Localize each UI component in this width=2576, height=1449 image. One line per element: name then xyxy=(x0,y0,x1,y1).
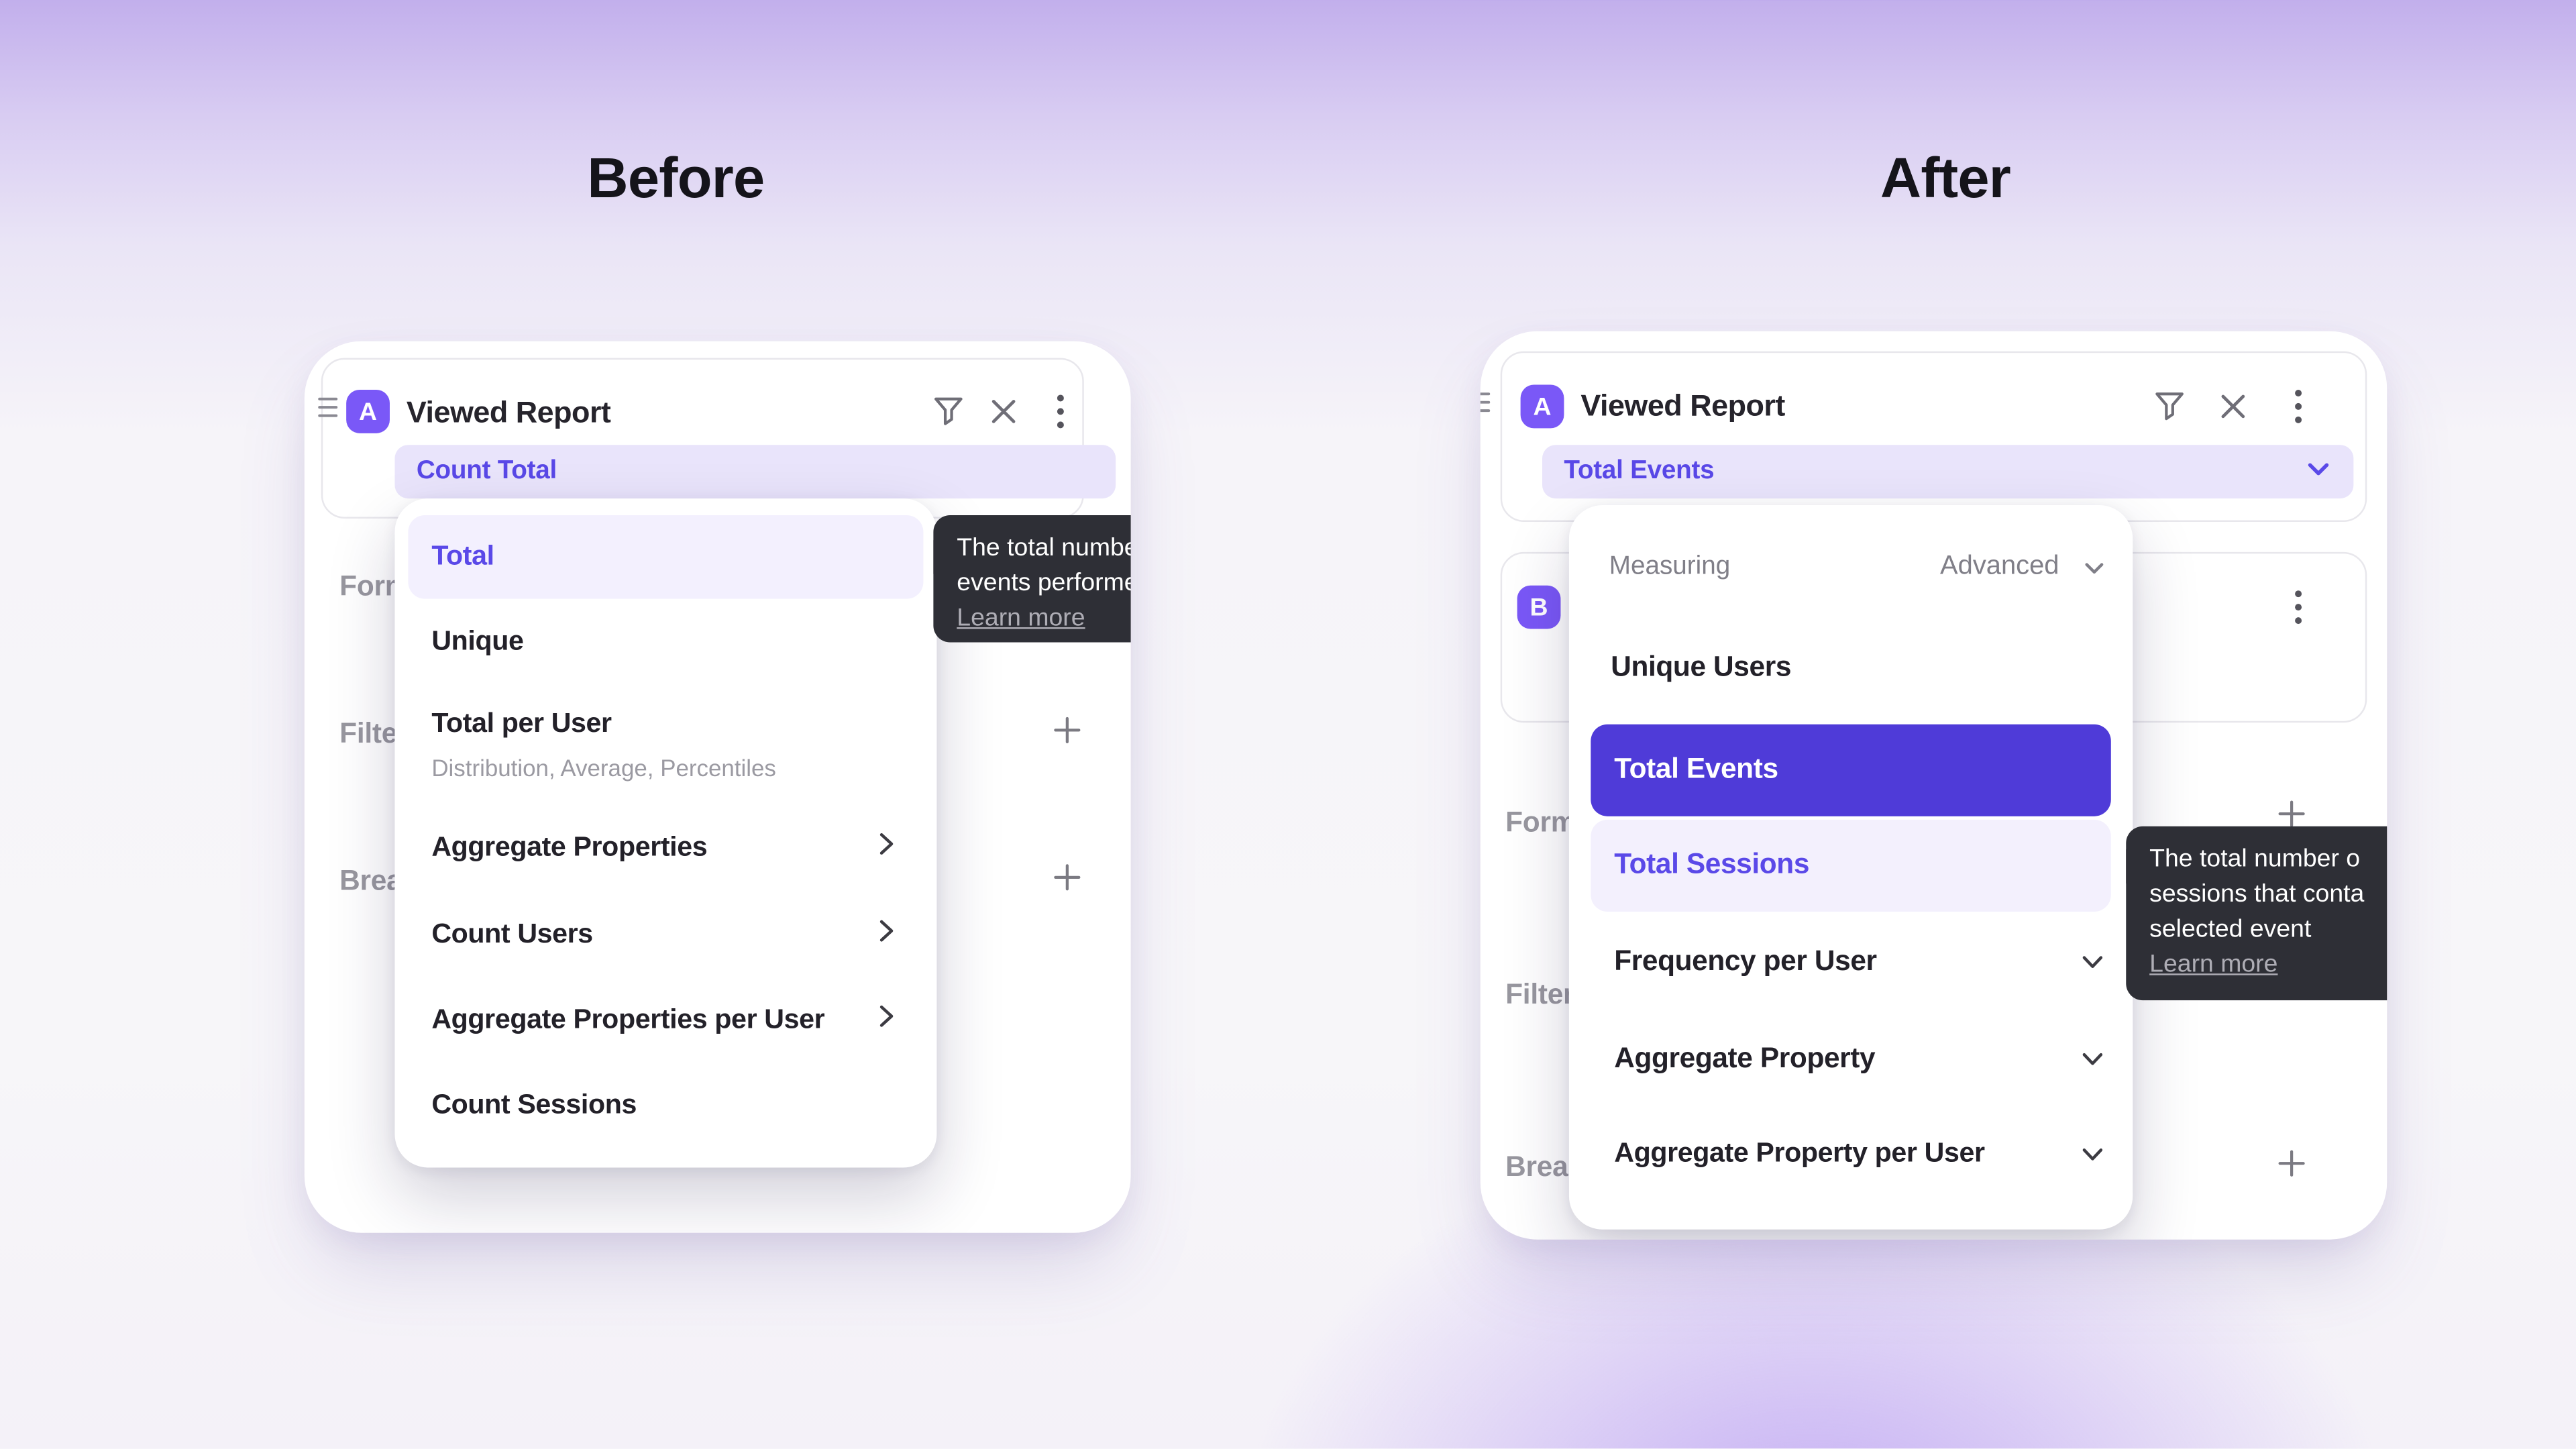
chevron-down-icon xyxy=(2084,553,2104,584)
tooltip-text-line: sessions that conta xyxy=(2149,879,2365,908)
add-formula-button[interactable] xyxy=(2275,797,2308,839)
chevron-down-icon xyxy=(2308,463,2329,476)
measuring-menu: Measuring Advanced Unique Users Total Ev… xyxy=(1568,505,2133,1230)
tooltip-text-line: selected event xyxy=(2149,914,2312,944)
event-badge-a: A xyxy=(1520,384,1564,429)
tooltip-arrow xyxy=(2126,848,2128,885)
menu-item-selected-bg xyxy=(1591,724,2111,816)
menu-item-count-sessions[interactable]: Count Sessions xyxy=(431,1089,637,1120)
total-tooltip: The total number events performed Learn … xyxy=(933,515,1131,643)
before-card: Formula Filter Breakdown A Viewed Report… xyxy=(304,341,1131,1233)
measurement-pill-label: Total Events xyxy=(1564,456,1715,486)
measurement-pill-label: Count Total xyxy=(416,456,557,486)
event-badge-a: A xyxy=(346,389,390,433)
event-title: Viewed Report xyxy=(406,395,611,429)
add-breakdown-button[interactable] xyxy=(2275,1146,2308,1188)
menu-item-aggregate-properties[interactable]: Aggregate Properties xyxy=(431,832,708,863)
kebab-menu-icon[interactable] xyxy=(2294,589,2304,626)
measuring-label: Measuring xyxy=(1609,551,1731,581)
kebab-menu-icon[interactable] xyxy=(1055,393,1065,430)
event-badge-b: B xyxy=(1517,585,1561,629)
menu-item-highlight xyxy=(408,515,924,599)
add-filter-button[interactable] xyxy=(1051,713,1084,755)
close-icon[interactable] xyxy=(990,398,1017,425)
learn-more-link[interactable]: Learn more xyxy=(957,604,1085,633)
learn-more-link[interactable]: Learn more xyxy=(2149,950,2278,979)
chevron-right-icon xyxy=(879,1004,894,1036)
close-icon[interactable] xyxy=(2220,393,2247,420)
after-card: Formula Filter Breakdown A Viewed Report… xyxy=(1480,331,2387,1240)
chevron-right-icon xyxy=(879,919,894,951)
menu-item-total-events[interactable]: Total Events xyxy=(1614,753,1778,785)
menu-item-total[interactable]: Total xyxy=(431,541,494,572)
chevron-down-icon xyxy=(2082,949,2103,979)
add-breakdown-button[interactable] xyxy=(1051,861,1084,902)
drag-handle-icon[interactable] xyxy=(1480,390,1491,422)
filter-funnel-icon[interactable] xyxy=(2153,390,2186,423)
tooltip-text-line: The total number xyxy=(957,533,1131,562)
measurement-menu: Total Unique Total per User Distribution… xyxy=(394,498,937,1168)
filter-funnel-icon[interactable] xyxy=(932,394,965,428)
kebab-menu-icon[interactable] xyxy=(2294,388,2304,425)
chevron-down-icon xyxy=(2082,1141,2103,1171)
menu-item-unique-users[interactable]: Unique Users xyxy=(1611,650,1792,683)
menu-item-aggregate-property[interactable]: Aggregate Property xyxy=(1614,1042,1876,1074)
measurement-pill[interactable]: Count Total xyxy=(394,445,1116,499)
menu-item-frequency-per-user[interactable]: Frequency per User xyxy=(1614,945,1877,977)
menu-item-total-per-user[interactable]: Total per User xyxy=(431,708,612,739)
total-sessions-tooltip: The total number o sessions that conta s… xyxy=(2126,826,2387,1001)
section-label-filter: Filter xyxy=(1505,978,1574,1011)
tooltip-text-line: events performed xyxy=(957,568,1130,598)
drag-handle-icon[interactable] xyxy=(318,396,338,427)
menu-item-total-sessions[interactable]: Total Sessions xyxy=(1614,848,1810,880)
after-heading: After xyxy=(1880,147,2011,211)
menu-item-sublabel: Distribution, Average, Percentiles xyxy=(431,754,776,782)
menu-item-aggregate-property-per-user[interactable]: Aggregate Property per User xyxy=(1614,1138,1985,1169)
chevron-right-icon xyxy=(879,833,894,864)
measurement-pill[interactable]: Total Events xyxy=(1542,445,2354,499)
event-title: Viewed Report xyxy=(1580,388,1785,423)
tooltip-text-line: The total number o xyxy=(2149,845,2361,873)
menu-item-count-users[interactable]: Count Users xyxy=(431,919,593,950)
chevron-down-icon xyxy=(2082,1045,2103,1075)
before-heading: Before xyxy=(587,147,765,211)
menu-item-unique[interactable]: Unique xyxy=(431,626,524,657)
advanced-mode-selector[interactable]: Advanced xyxy=(1940,551,2059,581)
menu-item-aggregate-properties-per-user[interactable]: Aggregate Properties per User xyxy=(431,1004,825,1035)
tooltip-arrow xyxy=(933,538,935,576)
menu-item-hover-bg xyxy=(1591,819,2111,912)
